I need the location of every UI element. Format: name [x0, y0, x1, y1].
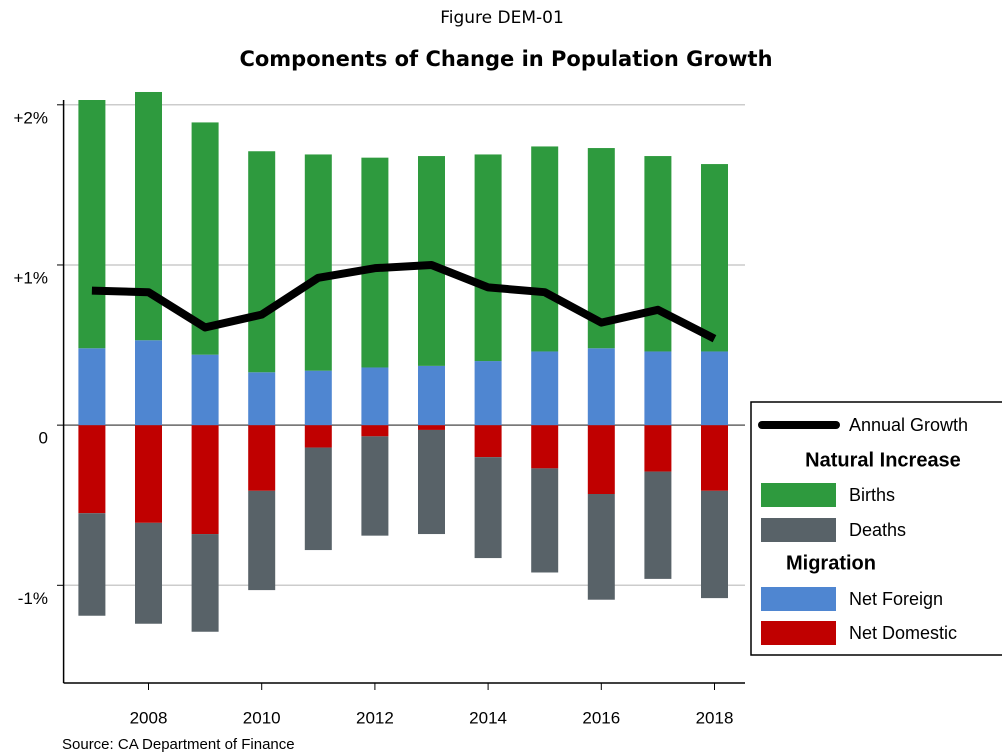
- bar: [474, 154, 502, 362]
- bar: [418, 156, 445, 366]
- x-tick-label: 2014: [469, 708, 507, 727]
- legend-label: Births: [849, 485, 895, 505]
- legend-swatch: [761, 518, 836, 542]
- legend-swatch: [761, 587, 836, 611]
- y-tick-label: +1%: [14, 268, 49, 287]
- bar: [644, 351, 672, 426]
- x-tick-label: 2016: [582, 708, 620, 727]
- bar: [587, 425, 615, 495]
- bar: [418, 365, 445, 426]
- bar: [78, 100, 106, 349]
- bar: [361, 425, 389, 437]
- x-tick-label: 2012: [356, 708, 394, 727]
- x-tick-label: 2018: [696, 708, 734, 727]
- bar: [248, 490, 276, 591]
- bar: [191, 122, 219, 355]
- bar: [191, 354, 219, 426]
- bar: [644, 471, 672, 579]
- bar: [474, 457, 502, 559]
- bar: [78, 348, 106, 426]
- bar: [304, 447, 332, 551]
- bar: [248, 151, 276, 373]
- bar: [361, 436, 389, 536]
- chart-subtitle: Components of Change in Population Growt…: [239, 47, 772, 71]
- bar: [531, 425, 559, 469]
- bar: [248, 425, 276, 491]
- legend-swatch: [761, 621, 836, 645]
- bar: [531, 468, 559, 573]
- bar: [531, 146, 559, 352]
- legend-heading: Migration: [786, 552, 876, 574]
- bar: [361, 157, 389, 368]
- bar: [135, 425, 162, 523]
- bar: [135, 522, 162, 624]
- growth-line: [91, 260, 717, 343]
- x-tick-label: 2010: [243, 708, 281, 727]
- bar: [587, 494, 615, 600]
- legend-label: Net Foreign: [849, 589, 943, 609]
- chart-title: Figure DEM-01: [440, 8, 564, 28]
- bar: [701, 351, 728, 426]
- bar: [78, 425, 106, 514]
- bar: [361, 367, 389, 426]
- bar: [644, 425, 672, 472]
- bar: [78, 513, 106, 616]
- legend-heading: Natural Increase: [805, 449, 961, 471]
- bar: [701, 425, 728, 491]
- bar: [135, 91, 162, 341]
- bar: [135, 340, 162, 426]
- bar: [587, 348, 615, 426]
- bar: [304, 370, 332, 426]
- y-tick-label: -1%: [18, 589, 48, 608]
- bar: [191, 425, 219, 535]
- bar: [248, 372, 276, 426]
- bar: [531, 351, 559, 426]
- bar: [701, 490, 728, 599]
- bar: [418, 425, 445, 430]
- legend-swatch: [761, 483, 836, 507]
- legend-label: Deaths: [849, 520, 906, 540]
- x-tick-label: 2008: [130, 708, 168, 727]
- y-tick-label: 0: [39, 429, 48, 448]
- source-note: Source: CA Department of Finance: [62, 736, 295, 753]
- bar: [304, 425, 332, 448]
- bar: [474, 361, 502, 426]
- bar: [474, 425, 502, 458]
- bar: [304, 154, 332, 371]
- bar: [644, 156, 672, 352]
- legend-label: Annual Growth: [849, 415, 968, 435]
- bar: [191, 534, 219, 632]
- legend-label: Net Domestic: [849, 623, 957, 643]
- bar: [701, 164, 728, 352]
- y-tick-label: +2%: [14, 108, 49, 127]
- bar: [418, 429, 445, 535]
